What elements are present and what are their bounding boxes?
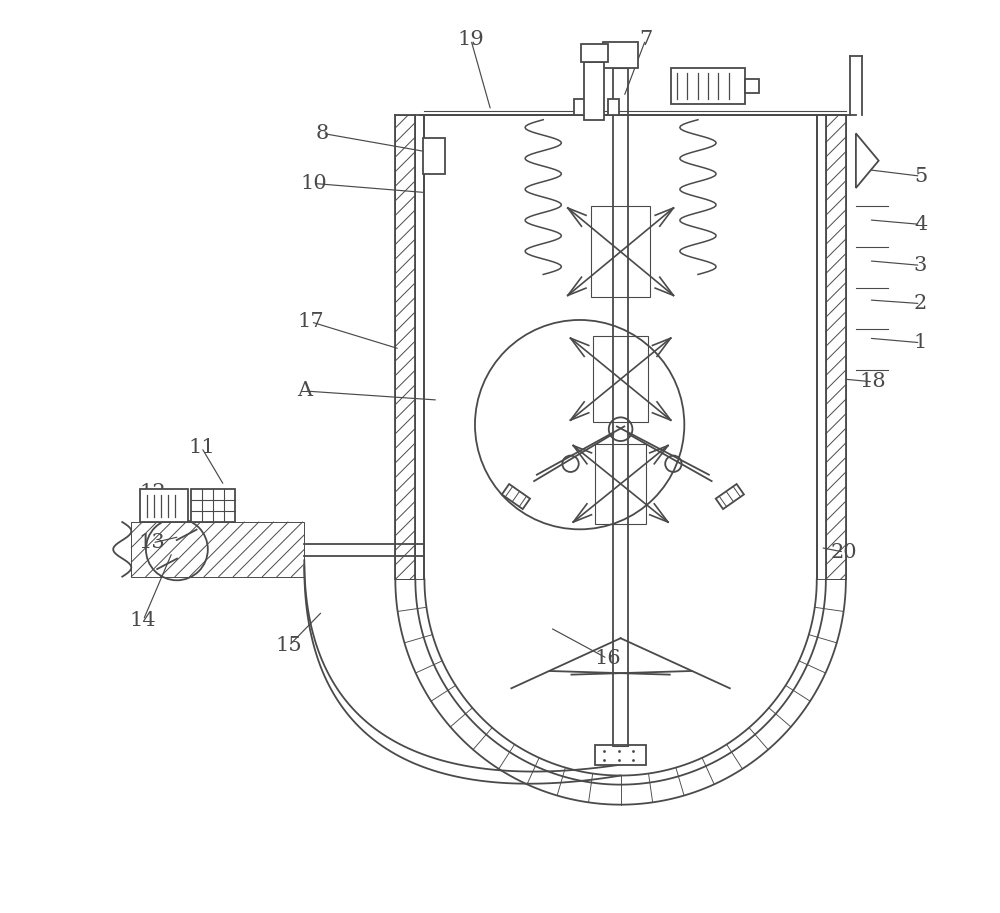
Bar [584,62,604,120]
Bar [581,44,608,62]
Bar [595,745,646,764]
Text: 13: 13 [139,533,166,552]
Bar [191,489,235,522]
Text: 10: 10 [300,174,327,193]
Bar [395,115,415,580]
Text: 19: 19 [457,30,484,49]
Text: 16: 16 [594,649,621,668]
Text: 11: 11 [188,438,215,456]
Bar [140,489,188,522]
Text: 20: 20 [831,542,857,561]
Bar [671,68,745,104]
Bar [608,99,619,115]
Text: 5: 5 [914,167,927,185]
Text: 1: 1 [914,333,927,352]
Text: 12: 12 [139,483,166,502]
Bar [745,79,759,93]
Text: 14: 14 [130,611,157,630]
Text: A: A [297,382,312,401]
Bar [603,42,638,68]
Text: 15: 15 [276,636,302,656]
Text: 3: 3 [914,256,927,275]
Bar [574,99,585,115]
Text: 2: 2 [914,294,927,313]
Bar [423,138,445,174]
Text: 17: 17 [297,312,324,331]
Bar [826,115,846,580]
Text: 4: 4 [914,215,927,234]
Text: 7: 7 [639,30,652,49]
Bar [131,522,304,577]
Text: 8: 8 [316,124,329,142]
Text: 18: 18 [860,373,887,392]
